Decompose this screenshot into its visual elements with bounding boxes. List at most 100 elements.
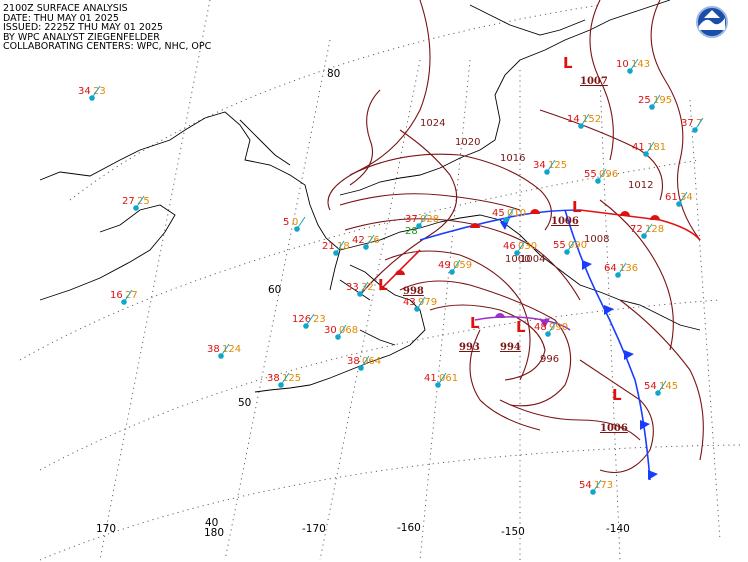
station-plot: 54 173 — [579, 479, 613, 495]
wind-barb-icon — [135, 195, 145, 209]
station-temperature: 34 — [533, 160, 546, 171]
low-center-l4: L — [470, 314, 480, 332]
station-temperature: 37 — [681, 118, 694, 129]
station-dewpoint: 28 — [405, 226, 418, 237]
lat-label-60: 60 — [268, 284, 281, 296]
wind-barb-icon — [657, 380, 667, 394]
station-plot: 43 979 — [403, 296, 437, 312]
lat-label-80: 80 — [327, 68, 340, 80]
station-pressure: 152 — [582, 114, 601, 125]
grid-labels: 80 60 50 40 180 170 -170 -160 -150 -140 — [96, 68, 630, 539]
station-temperature: 25 — [638, 95, 651, 106]
cold-front-triangle — [648, 470, 658, 480]
wind-barb-icon — [305, 313, 315, 327]
stationary-front-warm — [530, 209, 540, 214]
pressure-centers: L 1007 L 1006 L 998 L 993 L 994 L 1006 — [378, 54, 628, 434]
station-pressure: 136 — [619, 263, 638, 274]
station-pressure: 173 — [594, 480, 613, 491]
wind-barb-icon — [437, 372, 447, 386]
wind-barb-icon — [651, 94, 661, 108]
isobar-label-996: 996 — [540, 354, 559, 365]
station-pressure: 26 — [367, 235, 380, 246]
analysis-time-line: 2100Z SURFACE ANALYSIS — [3, 3, 128, 14]
station-pressure: 124 — [222, 344, 241, 355]
wind-barb-icon — [296, 216, 306, 230]
station-plot: 16 27 — [110, 289, 138, 305]
wind-barb-icon — [418, 213, 428, 227]
station-pressure: 25 — [137, 196, 150, 207]
station-temperature: 10 — [616, 59, 629, 70]
wind-barb-icon — [678, 191, 688, 205]
noaa-logo — [696, 6, 728, 38]
isobar-label-1024: 1024 — [420, 118, 445, 129]
station-pressure: 181 — [647, 142, 666, 153]
station-pressure: 979 — [418, 297, 437, 308]
station-plot: 54 145 — [644, 380, 678, 396]
low-pressure-value-l1: 1007 — [580, 76, 608, 87]
warm-front-semicircle — [620, 211, 630, 216]
isobar-label-1004: 1004 — [520, 254, 545, 265]
wind-barb-icon — [220, 343, 230, 357]
station-temperature: 72 — [630, 224, 643, 235]
station-plot: 34 23 — [78, 85, 106, 101]
station-temperature: 34 — [78, 86, 91, 97]
wind-barb-icon — [365, 234, 375, 248]
low-center-l3: L — [378, 276, 388, 294]
station-temperature: 27 — [122, 196, 135, 207]
station-plot: 21 18 — [322, 240, 350, 256]
station-pressure: 061 — [439, 373, 458, 384]
coastlines — [39, 0, 701, 393]
station-plot: 27 25 — [122, 195, 150, 211]
station-temperature: 49 — [438, 260, 451, 271]
station-temperature: 48 — [534, 322, 547, 333]
station-pressure: 143 — [631, 59, 650, 70]
station-plot: 46 030 — [503, 240, 537, 256]
station-pressure: 23 — [313, 314, 326, 325]
fronts — [379, 209, 701, 481]
station-plot: 64 136 — [604, 262, 638, 278]
wind-barb-icon — [566, 239, 576, 253]
occluded-front-semicircle — [495, 313, 505, 318]
station-plot: 377 — [681, 117, 704, 133]
issued-line: ISSUED: 2225Z THU MAY 01 2025 — [3, 22, 164, 33]
isobar-label-1000: 1000 — [505, 254, 530, 265]
station-temperature: 43 — [403, 297, 416, 308]
station-temperature: 41 — [632, 142, 645, 153]
station-plot: 42 26 — [352, 234, 380, 250]
station-temperature: 38 — [267, 373, 280, 384]
cold-front-triangle — [582, 260, 592, 270]
lon-label-minus170: -170 — [302, 523, 326, 535]
station-pressure: 145 — [659, 381, 678, 392]
station-temperature: 5 — [283, 217, 289, 228]
station-temperature: 61 — [665, 192, 678, 203]
station-temperature: 42 — [352, 235, 365, 246]
wind-barb-icon — [335, 240, 345, 254]
station-temperature: 41 — [424, 373, 437, 384]
wind-barb-icon — [123, 289, 133, 303]
station-temperature: 37 — [405, 214, 418, 225]
station-pressure: 064 — [362, 356, 381, 367]
station-temperature: 54 — [644, 381, 657, 392]
station-pressure: 990 — [549, 322, 568, 333]
low-center-l5: L — [516, 318, 526, 336]
low-pressure-value-l3: 998 — [403, 286, 424, 297]
wind-barb-icon — [337, 324, 347, 338]
wind-barb-icon — [592, 479, 602, 493]
station-pressure: 27 — [125, 290, 138, 301]
wind-barb-icon — [546, 159, 556, 173]
low-pressure-value-l5: 994 — [500, 342, 521, 353]
station-temperature: 38 — [207, 344, 220, 355]
station-plot: 49 059 — [438, 259, 472, 275]
wind-barb-icon — [505, 207, 515, 221]
date-line: DATE: THU MAY 01 2025 — [3, 12, 119, 24]
wind-barb-icon — [416, 296, 426, 310]
isobar-label-1016: 1016 — [500, 153, 525, 164]
station-temperature: 64 — [604, 263, 617, 274]
station-plot: 61 34 — [665, 191, 693, 207]
wind-barb-icon — [359, 281, 369, 295]
stationary-front-warm — [470, 223, 480, 228]
station-pressure: 18 — [337, 241, 350, 252]
